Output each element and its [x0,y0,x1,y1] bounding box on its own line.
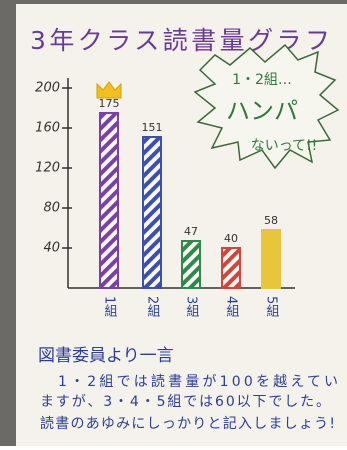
bar [181,240,201,289]
note-line: 読書のあゆみにしっかりと記入しましょう! [40,415,335,432]
value-label: 58 [264,214,278,227]
callout-text: ハンパ [226,97,298,125]
bar [142,136,162,289]
callout-bubble [193,43,340,170]
y-tick-label: 160 [35,121,60,136]
y-tick-label: 80 [43,201,60,216]
bar [221,247,241,289]
x-tick-label: 4組 [224,296,240,318]
note-line: ますが、3・4・5組では60以下でした。 [40,394,330,410]
bar [261,229,281,289]
crown [96,81,122,99]
value-label: 151 [142,121,163,134]
note-line: 1・2組では読書量が100を越えてい [58,373,338,390]
y-tick-label: 200 [35,81,60,96]
x-tick-label: 3組 [184,296,200,318]
callout-text: ないって!! [251,138,318,154]
value-label: 47 [184,225,198,238]
bar [99,112,119,289]
x-tick-label: 2組 [145,296,161,318]
note-title: 図書委員より一言 [38,346,174,366]
callout-text: 1・2組… [232,72,292,88]
value-label: 175 [99,97,120,110]
value-label: 40 [224,232,238,245]
x-tick-label: 5組 [264,296,280,318]
x-tick-label: 1組 [102,296,118,318]
y-tick-label: 120 [35,161,60,176]
y-tick-label: 40 [43,241,60,256]
